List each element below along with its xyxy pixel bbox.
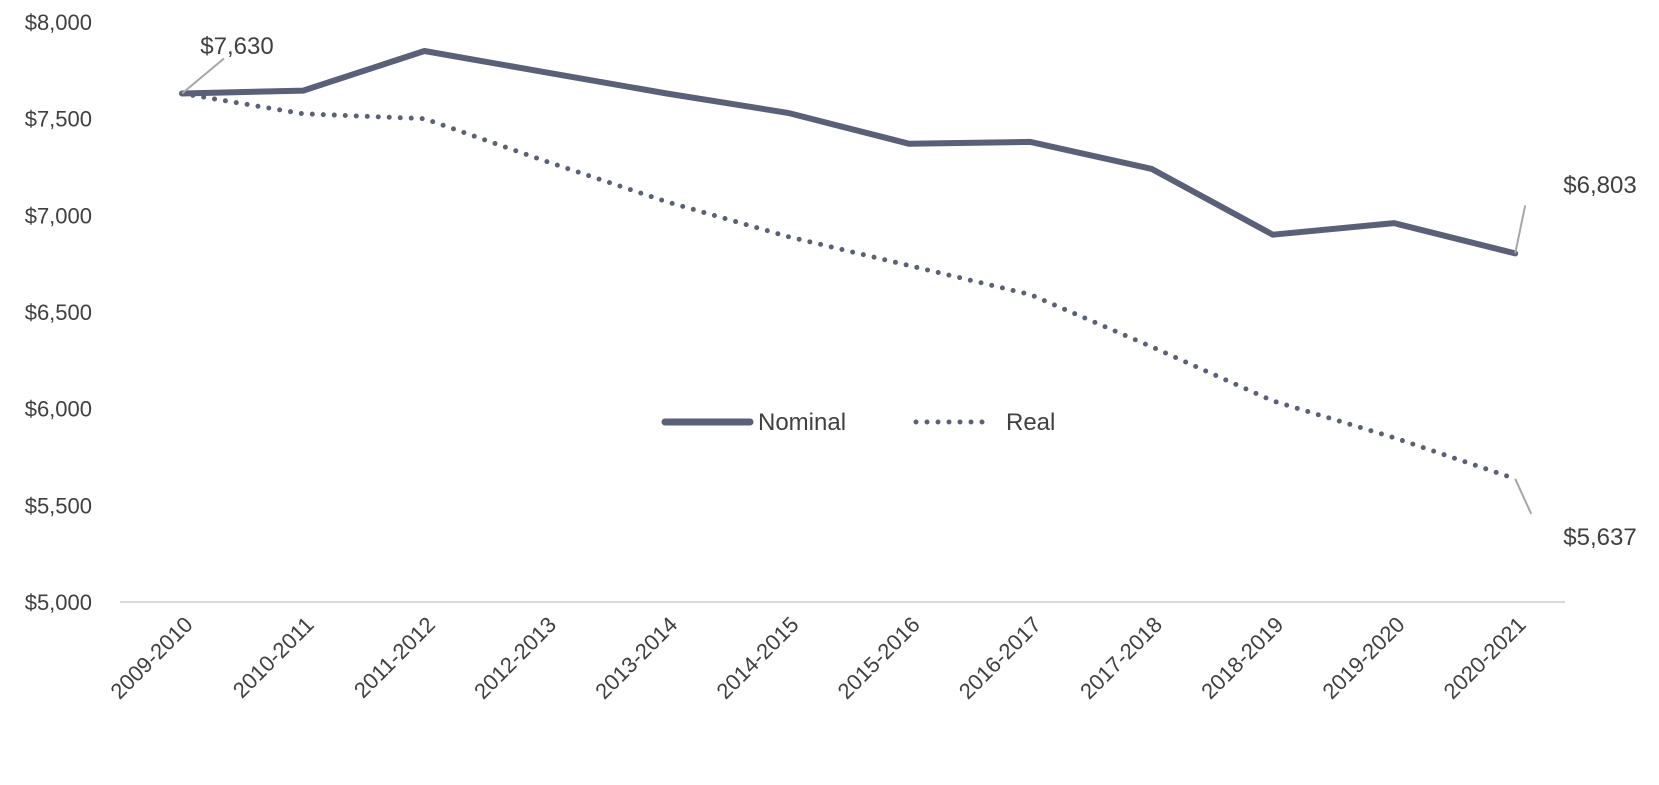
x-tick-label: 2020-2021 (1439, 612, 1531, 704)
y-tick-label: $7,000 (25, 203, 92, 228)
x-tick-label: 2018-2019 (1196, 612, 1288, 704)
y-tick-label: $8,000 (25, 10, 92, 35)
legend-label-nominal: Nominal (758, 409, 846, 436)
y-tick-label: $5,500 (25, 493, 92, 518)
annotation-leader-line (181, 57, 225, 95)
x-tick-label: 2010-2011 (228, 612, 319, 703)
y-tick-label: $6,000 (25, 397, 92, 422)
x-tick-label: 2012-2013 (469, 612, 561, 704)
x-tick-label: 2016-2017 (954, 612, 1046, 704)
annotation-leader-line (1514, 478, 1533, 515)
y-tick-label: $5,000 (25, 590, 92, 615)
series-line-nominal (179, 48, 1519, 257)
annotation-leader-line (1514, 205, 1527, 254)
series-line-real (179, 91, 1518, 482)
data-label: $5,637 (1563, 524, 1636, 551)
data-label: $7,630 (200, 33, 273, 60)
y-tick-label: $6,500 (25, 300, 92, 325)
series-layer (179, 48, 1519, 482)
x-tick-label: 2014-2015 (711, 612, 803, 704)
legend-label-real: Real (1006, 409, 1055, 436)
legend: Nominal Real (661, 409, 1055, 436)
annotations: $7,630 $6,803 $5,637 (181, 33, 1637, 551)
x-tick-label: 2011-2012 (349, 612, 440, 703)
y-tick-label: $7,500 (25, 107, 92, 132)
x-tick-label: 2013-2014 (590, 612, 682, 704)
x-tick-label: 2009-2010 (105, 612, 197, 704)
x-tick-label: 2015-2016 (833, 612, 925, 704)
x-tick-label: 2019-2020 (1317, 612, 1409, 704)
x-tick-label: 2017-2018 (1075, 612, 1167, 704)
data-label: $6,803 (1563, 172, 1636, 199)
